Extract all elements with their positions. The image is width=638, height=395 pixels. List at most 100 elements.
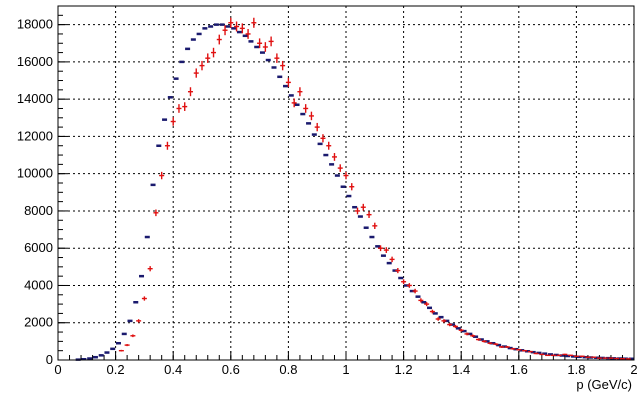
grid-lines	[58, 6, 634, 360]
data-point-series-2	[337, 164, 343, 172]
data-point-series-2	[608, 357, 614, 359]
data-point-series-2	[211, 47, 217, 58]
data-point-series-2	[222, 25, 228, 36]
data-point-series-2	[349, 183, 355, 191]
data-point-series-2	[136, 319, 142, 323]
y-tick-label: 16000	[17, 54, 53, 69]
data-point-series-2	[274, 53, 280, 63]
data-point-series-2	[326, 141, 332, 150]
data-point-series-2	[257, 38, 263, 49]
data-point-series-2	[153, 209, 159, 217]
data-point-series-2	[579, 355, 585, 357]
data-point-series-2	[556, 354, 562, 357]
plot-frame	[57, 5, 635, 361]
data-point-series-2	[395, 267, 401, 274]
x-axis-label: p (GeV/c)	[576, 377, 632, 392]
data-point-series-2	[458, 328, 464, 332]
data-point-series-2	[602, 357, 608, 359]
data-point-series-2	[285, 77, 291, 87]
data-point-series-2	[147, 266, 153, 272]
data-point-series-2	[573, 355, 579, 357]
data-point-series-2	[401, 279, 407, 285]
data-point-series-2	[614, 357, 620, 360]
data-point-series-2	[406, 283, 412, 288]
data-point-series-2	[464, 332, 470, 336]
data-point-series-2	[539, 353, 545, 356]
y-tick-label: 0	[46, 352, 53, 367]
data-point-series-2	[228, 17, 234, 28]
data-point-series-2	[499, 345, 505, 348]
data-point-series-2	[424, 302, 430, 307]
data-point-series-2	[452, 324, 458, 329]
data-point-series-2	[164, 141, 170, 150]
data-point-series-2	[487, 342, 493, 345]
data-point-series-2	[522, 349, 528, 352]
data-point-series-2	[343, 171, 349, 180]
data-point-series-2	[447, 322, 453, 327]
data-point-series-2	[297, 87, 303, 97]
data-point-series-2	[366, 211, 372, 218]
data-point-series-2	[429, 309, 435, 314]
y-tick-label: 4000	[24, 277, 53, 292]
data-point-series-2	[262, 42, 268, 52]
data-point-series-2	[308, 111, 314, 121]
data-point-series-2	[481, 340, 487, 343]
data-point-series-2	[550, 354, 556, 357]
data-point-series-2	[619, 357, 625, 360]
data-point-series-2	[383, 247, 389, 253]
data-point-series-2	[418, 298, 424, 303]
data-point-series-2	[118, 349, 124, 352]
y-tick-label: 6000	[24, 240, 53, 255]
data-point-series-2	[591, 356, 597, 358]
data-point-series-2	[314, 122, 320, 132]
y-tick-label: 8000	[24, 203, 53, 218]
data-point-series-2	[568, 354, 574, 357]
x-tick-label: 2	[630, 362, 637, 377]
data-point-series-2	[182, 102, 188, 111]
data-point-series-2	[504, 345, 510, 348]
data-point-series-2	[360, 203, 366, 211]
data-point-series-2	[291, 98, 297, 108]
data-point-series-2	[389, 256, 395, 263]
x-tick-label: 1.6	[510, 362, 528, 377]
data-point-series-2	[176, 104, 182, 113]
data-point-series-2	[268, 36, 274, 47]
data-point-series-2	[331, 153, 337, 161]
data-point-series-2	[562, 353, 568, 356]
data-point-series-2	[239, 23, 245, 34]
data-point-series-2	[355, 207, 361, 215]
plot-frame-border	[57, 5, 635, 361]
data-point-series-2	[280, 60, 286, 71]
data-point-series-2	[130, 334, 136, 338]
data-point-series-2	[124, 344, 130, 347]
data-point-series-2	[596, 357, 602, 359]
data-point-series-2	[510, 347, 516, 350]
data-series	[75, 17, 634, 361]
data-point-series-2	[527, 350, 533, 353]
data-point-series-2	[320, 134, 326, 143]
data-point-series-2	[493, 343, 499, 346]
data-point-series-2	[372, 222, 378, 230]
data-point-series-2	[475, 338, 481, 341]
data-point-series-2	[585, 356, 591, 358]
data-point-series-2	[234, 21, 240, 32]
data-point-series-2	[251, 17, 257, 28]
data-point-series-2	[187, 87, 193, 97]
data-point-series-2	[245, 29, 251, 39]
data-point-series-2	[441, 319, 447, 323]
data-point-series-2	[625, 358, 631, 360]
x-tick-label: 1.2	[395, 362, 413, 377]
axes: 0 0.2 0.4 0.6 0.8 1 1.2 1.4 1.6 1.8 2 0 2000 4000 6000…	[17, 5, 638, 377]
x-tick-label: 1.8	[567, 362, 585, 377]
data-point-series-2	[545, 354, 551, 357]
data-point-series-2	[378, 245, 384, 252]
data-point-series-2	[516, 348, 522, 351]
y-tick-label: 14000	[17, 91, 53, 106]
x-tick-label: 0	[54, 362, 61, 377]
data-point-series-2	[199, 60, 205, 71]
x-tick-label: 0.8	[279, 362, 297, 377]
data-point-series-2	[412, 288, 418, 294]
data-point-series-2	[205, 53, 211, 63]
